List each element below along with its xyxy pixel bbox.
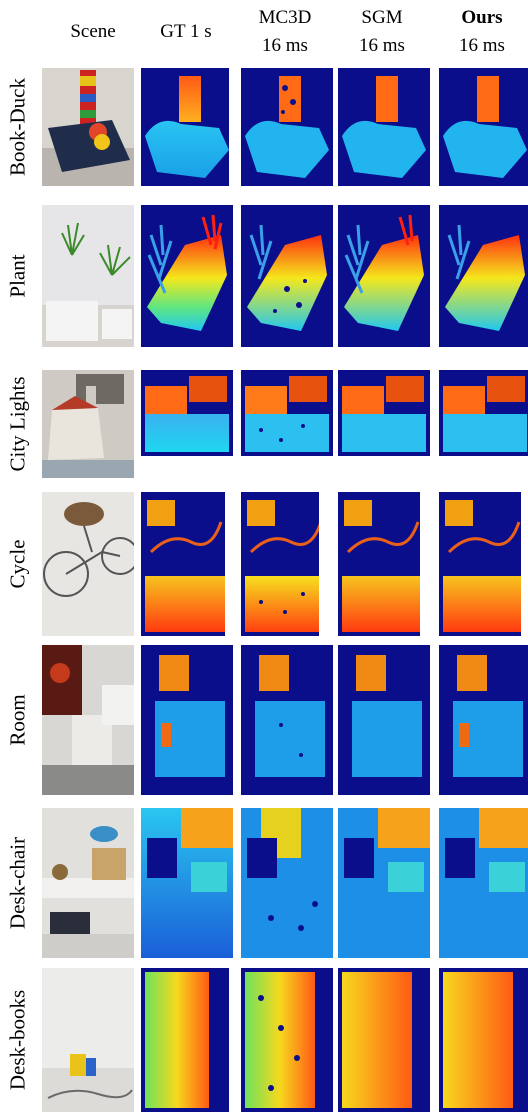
row-label-book-duck: Book-Duck <box>5 78 30 176</box>
scene-photo-city-lights <box>42 370 134 478</box>
scene-photo-desk-books <box>42 968 134 1112</box>
depth-art-cycle-gt <box>141 492 233 636</box>
depth-map-desk-books-gt <box>141 968 233 1112</box>
header-gt: GT 1 s <box>140 0 232 62</box>
depth-art-book-duck-mc3d <box>241 68 333 186</box>
depth-art-desk-books-gt <box>141 968 233 1112</box>
depth-map-cycle-gt <box>141 492 233 636</box>
depth-art-room-gt <box>141 645 233 795</box>
depth-art-desk-chair-sgm <box>338 808 430 958</box>
scene-photo-room <box>42 645 134 795</box>
depth-art-plant-mc3d <box>241 205 333 347</box>
header-sgm: SGM 16 ms <box>336 0 428 62</box>
depth-map-book-duck-mc3d <box>241 68 333 186</box>
depth-map-city-lights-ours <box>439 370 528 478</box>
depth-art-desk-chair-ours <box>439 808 528 958</box>
depth-art-city-lights-gt <box>141 370 233 478</box>
header-mc3d-time: 16 ms <box>262 35 308 56</box>
header-scene-label: Scene <box>70 21 116 42</box>
depth-art-city-lights-sgm <box>338 370 430 478</box>
row-label-cycle: Cycle <box>5 539 30 589</box>
depth-map-city-lights-gt <box>141 370 233 478</box>
depth-map-desk-chair-ours <box>439 808 528 958</box>
depth-art-desk-chair-mc3d <box>241 808 333 958</box>
row-label-plant: Plant <box>5 254 30 298</box>
row-label-desk-chair: Desk-chair <box>5 836 30 930</box>
depth-art-book-duck-sgm <box>338 68 430 186</box>
depth-map-city-lights-sgm <box>338 370 430 478</box>
header-ours-time: 16 ms <box>459 35 505 56</box>
depth-map-book-duck-sgm <box>338 68 430 186</box>
depth-art-plant-sgm <box>338 205 430 347</box>
scene-photo-plant <box>42 205 134 347</box>
desk-books-photo-art <box>42 968 134 1112</box>
depth-art-desk-books-ours <box>439 968 528 1112</box>
depth-art-desk-books-mc3d <box>241 968 333 1112</box>
row-label-desk-books: Desk-books <box>5 989 30 1091</box>
header-sgm-label: SGM <box>361 7 403 28</box>
depth-art-book-duck-gt <box>141 68 233 186</box>
scene-photo-cycle <box>42 492 134 636</box>
city-lights-photo-art <box>42 370 134 478</box>
cycle-photo-art <box>42 492 134 636</box>
header-mc3d: MC3D 16 ms <box>239 0 331 62</box>
depth-map-cycle-sgm <box>338 492 430 636</box>
depth-art-cycle-mc3d <box>241 492 333 636</box>
plant-photo-art <box>42 205 134 347</box>
depth-art-desk-chair-gt <box>141 808 233 958</box>
depth-map-city-lights-mc3d <box>241 370 333 478</box>
row-label-room: Room <box>5 694 30 746</box>
depth-art-room-sgm <box>338 645 430 795</box>
depth-art-cycle-sgm <box>338 492 430 636</box>
depth-map-plant-sgm <box>338 205 430 347</box>
room-photo-art <box>42 645 134 795</box>
header-scene: Scene <box>48 0 138 62</box>
depth-map-plant-ours <box>439 205 528 347</box>
depth-map-desk-books-mc3d <box>241 968 333 1112</box>
depth-art-cycle-ours <box>439 492 528 636</box>
depth-map-book-duck-gt <box>141 68 233 186</box>
depth-art-book-duck-ours <box>439 68 528 186</box>
depth-art-city-lights-mc3d <box>241 370 333 478</box>
depth-map-book-duck-ours <box>439 68 528 186</box>
depth-map-room-sgm <box>338 645 430 795</box>
depth-map-desk-chair-sgm <box>338 808 430 958</box>
header-mc3d-label: MC3D <box>258 7 312 28</box>
depth-art-room-ours <box>439 645 528 795</box>
depth-art-plant-ours <box>439 205 528 347</box>
depth-map-room-mc3d <box>241 645 333 795</box>
depth-art-desk-books-sgm <box>338 968 430 1112</box>
depth-map-cycle-mc3d <box>241 492 333 636</box>
depth-art-city-lights-ours <box>439 370 528 478</box>
depth-map-desk-chair-mc3d <box>241 808 333 958</box>
desk-chair-photo-art <box>42 808 134 958</box>
depth-map-desk-books-sgm <box>338 968 430 1112</box>
depth-map-desk-books-ours <box>439 968 528 1112</box>
book-duck-photo-art <box>42 68 134 186</box>
scene-photo-book-duck <box>42 68 134 186</box>
depth-map-desk-chair-gt <box>141 808 233 958</box>
header-ours-label: Ours <box>461 7 503 28</box>
depth-art-room-mc3d <box>241 645 333 795</box>
header-sgm-time: 16 ms <box>359 35 405 56</box>
depth-map-room-ours <box>439 645 528 795</box>
row-label-city-lights: City Lights <box>5 376 30 472</box>
depth-map-cycle-ours <box>439 492 528 636</box>
depth-art-plant-gt <box>141 205 233 347</box>
depth-map-room-gt <box>141 645 233 795</box>
depth-map-plant-mc3d <box>241 205 333 347</box>
depth-map-plant-gt <box>141 205 233 347</box>
header-ours: Ours 16 ms <box>436 0 528 62</box>
scene-photo-desk-chair <box>42 808 134 958</box>
header-gt-label: GT 1 s <box>160 21 212 42</box>
